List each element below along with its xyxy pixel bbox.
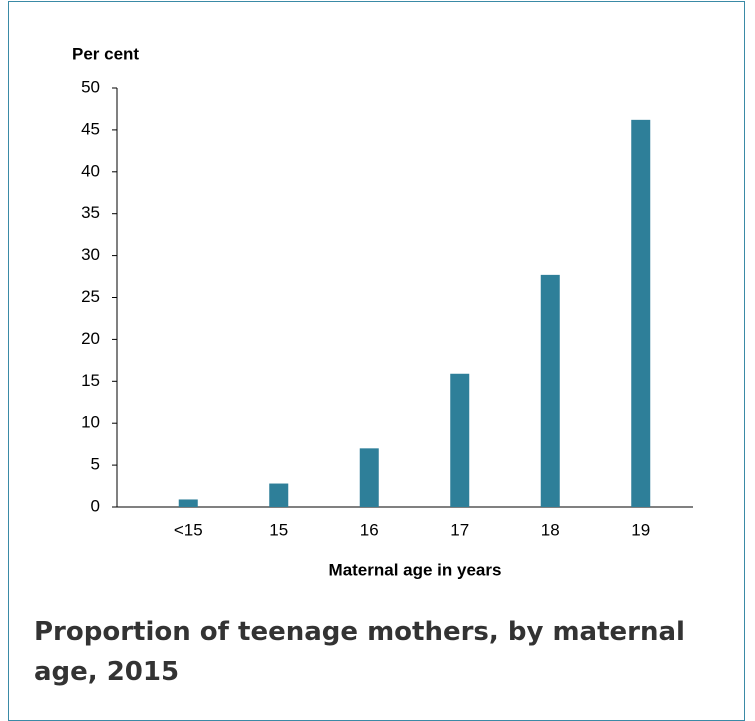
chart-title: Proportion of teenage mothers, by matern…	[34, 617, 685, 687]
y-tick-label: 0	[91, 496, 100, 515]
y-tick-label: 10	[81, 413, 100, 432]
y-tick-label: 35	[81, 203, 100, 222]
y-tick-label: 25	[81, 287, 100, 306]
x-axis-label: Maternal age in years	[329, 560, 502, 579]
bar	[540, 274, 560, 507]
y-tick-label: 40	[81, 161, 100, 180]
bar	[178, 499, 198, 507]
bar	[359, 448, 379, 507]
x-tick-label: 18	[541, 520, 560, 539]
y-tick-label: 30	[81, 245, 100, 264]
y-axis-label: Per cent	[72, 44, 139, 63]
y-tick-label: 15	[81, 371, 100, 390]
bar	[631, 119, 651, 508]
x-tick-label: 16	[360, 520, 379, 539]
bar	[450, 373, 470, 507]
x-tick-label: <15	[174, 520, 203, 539]
y-tick-label: 45	[81, 119, 100, 138]
y-tick-label: 50	[81, 77, 100, 96]
y-tick-label: 20	[81, 329, 100, 348]
x-tick-label: 19	[631, 520, 650, 539]
bar	[269, 483, 289, 507]
x-tick-label: 15	[269, 520, 288, 539]
y-tick-label: 5	[91, 455, 100, 474]
x-tick-label: 17	[450, 520, 469, 539]
chart: Per cent Maternal age in years 0 5 10 15 20 2…	[72, 44, 693, 579]
